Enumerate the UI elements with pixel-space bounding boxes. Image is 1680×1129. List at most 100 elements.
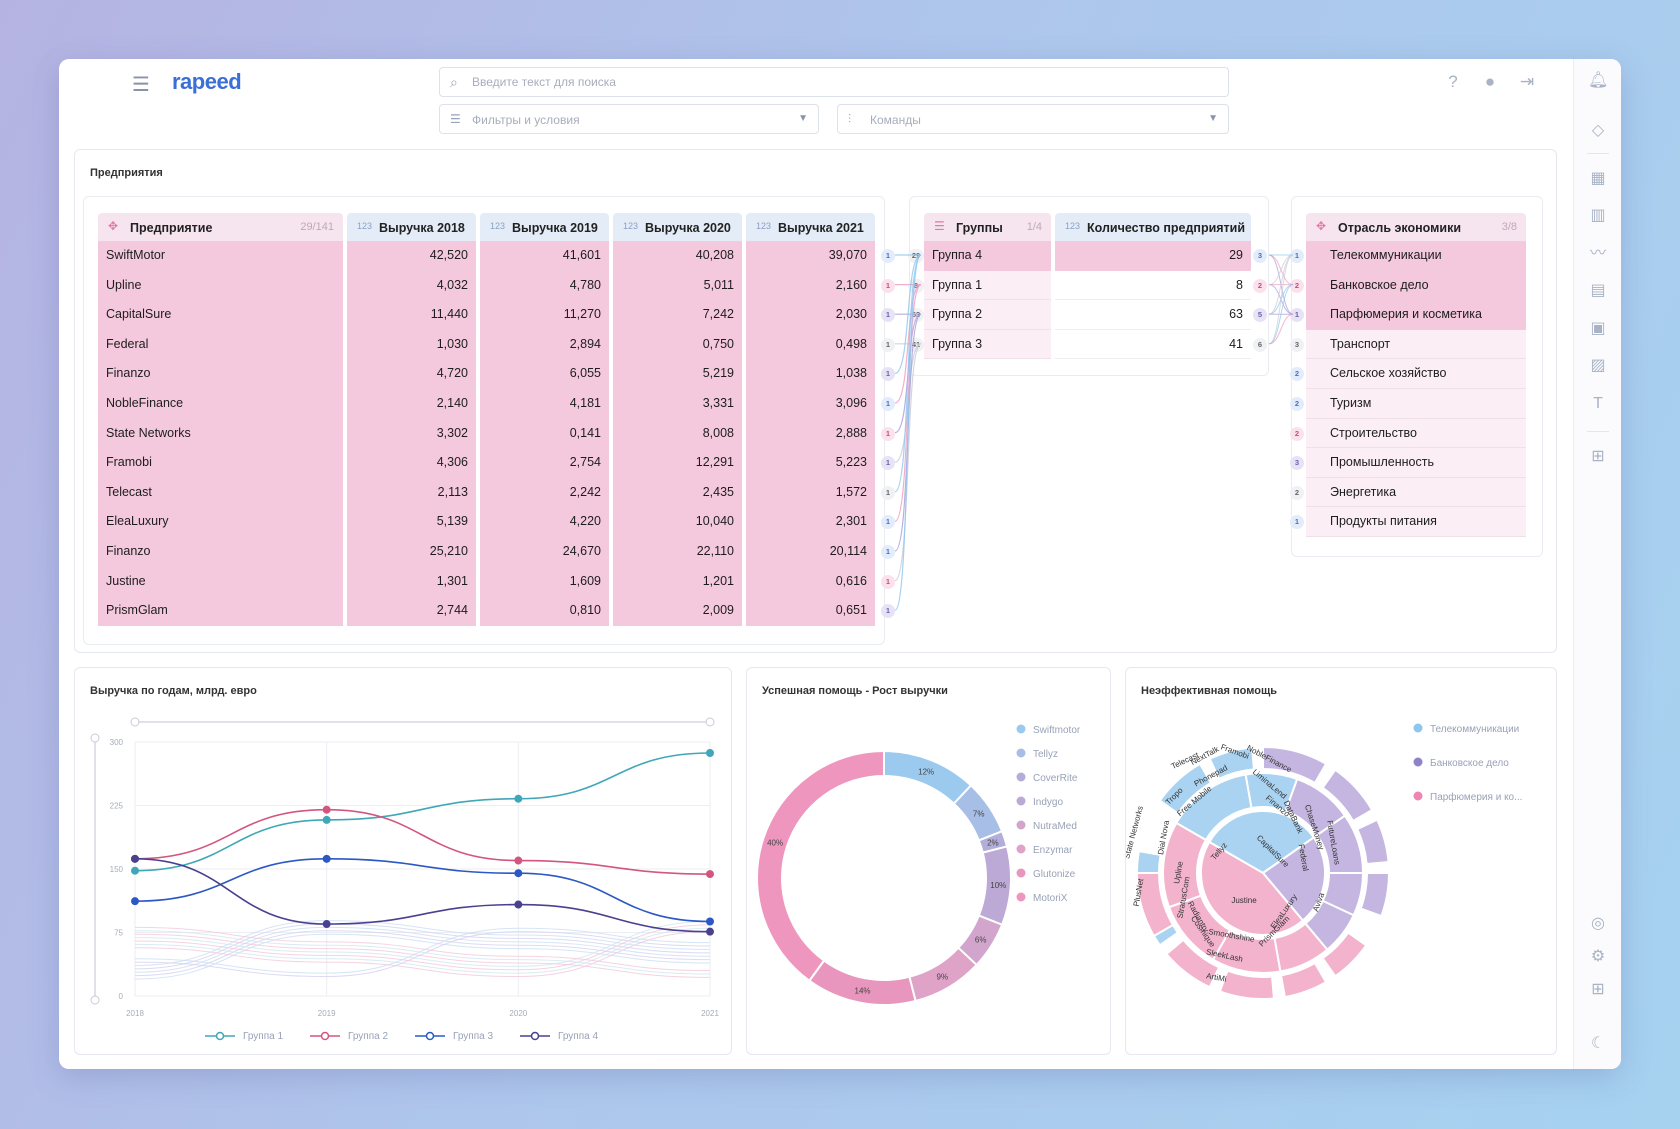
card-icon[interactable]: ▣ (1590, 320, 1606, 337)
table-cell[interactable]: 0,810 (480, 596, 609, 626)
sunburst-segment[interactable] (1158, 762, 1213, 815)
group-name-cell[interactable]: Группа 1 (924, 270, 1051, 301)
logout-icon[interactable]: ⇥ (1519, 72, 1535, 91)
data-point[interactable] (706, 870, 714, 879)
data-point[interactable] (706, 917, 714, 926)
pivot-icon[interactable]: ▥ (1590, 207, 1606, 224)
image-icon[interactable]: ▨ (1590, 357, 1606, 374)
table-cell[interactable]: 2,160 (746, 270, 875, 301)
table-cell[interactable]: 4,780 (480, 270, 609, 301)
donut-slice[interactable] (883, 749, 973, 806)
sunburst-segment[interactable] (1279, 961, 1328, 999)
sector-cell[interactable]: Энергетика (1306, 477, 1526, 508)
sector-cell[interactable]: Сельское хозяйство (1306, 359, 1526, 389)
table-cell[interactable]: 0,651 (746, 596, 875, 626)
legend-item[interactable]: CoverRite (1016, 772, 1078, 785)
app-logo[interactable]: rapeed (172, 69, 242, 94)
table-cell[interactable]: 4,720 (347, 359, 476, 389)
table-cell[interactable]: 3,096 (746, 388, 875, 419)
column-header-enterprise[interactable]: ✥ Предприятие 29/141 (98, 213, 343, 241)
sunburst-segment[interactable] (1321, 768, 1374, 823)
legend-item[interactable]: MotoriX (1016, 892, 1068, 905)
sector-cell[interactable]: Телекоммуникации (1306, 241, 1526, 271)
table-cell[interactable]: 11,440 (347, 300, 476, 330)
data-point[interactable] (514, 900, 523, 909)
table-cell[interactable]: 4,220 (480, 507, 609, 537)
moon-icon[interactable]: ☾ (1590, 1035, 1606, 1052)
table-cell[interactable]: 25,210 (347, 536, 476, 567)
table-cell[interactable]: 2,140 (347, 388, 476, 419)
table-cell[interactable]: 1,572 (746, 477, 875, 508)
sunburst-segment[interactable] (1208, 746, 1256, 781)
table-cell[interactable]: 8,008 (613, 418, 742, 449)
sector-cell[interactable]: Банковское дело (1306, 270, 1526, 301)
table-cell[interactable]: 11,270 (480, 300, 609, 330)
table-cell[interactable]: 2,242 (480, 477, 609, 508)
data-point[interactable] (322, 854, 331, 863)
search-box[interactable]: ⌕ (439, 67, 1229, 97)
sunburst-segment[interactable] (1261, 836, 1326, 922)
table-cell[interactable]: 3,302 (347, 418, 476, 449)
sector-cell[interactable]: Промышленность (1306, 448, 1526, 478)
column-header-2020[interactable]: 123 Выручка 2020 (613, 213, 742, 241)
group-name-cell[interactable]: Группа 4 (924, 241, 1051, 271)
legend-item[interactable]: Группа 2 (310, 1031, 388, 1042)
table-cell[interactable]: 5,139 (347, 507, 476, 537)
table-cell[interactable]: 42,520 (347, 241, 476, 271)
legend-item[interactable]: Swiftmotor (1016, 724, 1081, 737)
data-point[interactable] (322, 920, 331, 929)
apps-icon[interactable]: ⊞ (1591, 981, 1605, 998)
table-cell[interactable]: Finanzo (98, 359, 343, 389)
table-cell[interactable]: NobleFinance (98, 388, 343, 419)
table-cell[interactable]: 3,331 (613, 388, 742, 419)
table-cell[interactable]: 0,141 (480, 418, 609, 449)
data-point[interactable] (706, 749, 714, 758)
series-line-1[interactable] (134, 752, 711, 872)
sunburst-segment[interactable] (1200, 840, 1305, 936)
broadcast-icon[interactable]: ◎ (1591, 915, 1605, 932)
donut-slice[interactable] (756, 749, 885, 983)
table-cell[interactable]: 1,038 (746, 359, 875, 389)
legend-item[interactable]: Группа 4 (520, 1031, 598, 1042)
table-cell[interactable]: 5,223 (746, 448, 875, 478)
data-point[interactable] (514, 869, 523, 878)
table-cell[interactable]: 2,301 (746, 507, 875, 537)
data-point[interactable] (322, 805, 331, 814)
table-cell[interactable]: 20,114 (746, 536, 875, 567)
table-cell[interactable]: 10,040 (613, 507, 742, 537)
table-cell[interactable]: 40,208 (613, 241, 742, 271)
menu-icon[interactable]: ☰ (132, 74, 150, 96)
legend-item[interactable]: Glutonize (1016, 868, 1076, 881)
table-cell[interactable]: 39,070 (746, 241, 875, 271)
sector-cell[interactable]: Туризм (1306, 388, 1526, 419)
data-point[interactable] (322, 815, 331, 824)
group-name-cell[interactable]: Группа 3 (924, 329, 1051, 360)
table-cell[interactable]: 22,110 (613, 536, 742, 567)
data-point[interactable] (131, 854, 139, 863)
data-point[interactable] (131, 866, 139, 875)
legend-item[interactable]: Indygo (1016, 796, 1064, 809)
table-cell[interactable]: Upline (98, 270, 343, 301)
donut-slice[interactable] (807, 959, 917, 1006)
table-cell[interactable]: 2,435 (613, 477, 742, 508)
sector-cell[interactable]: Продукты питания (1306, 507, 1526, 537)
slider-handle[interactable] (130, 717, 140, 727)
column-header-2018[interactable]: 123 Выручка 2018 (347, 213, 476, 241)
table-cell[interactable]: EleaLuxury (98, 507, 343, 537)
ruler-icon[interactable]: ◇ (1591, 122, 1605, 139)
group-count-cell[interactable]: 29 (1055, 241, 1251, 271)
slider-handle[interactable] (705, 717, 715, 727)
legend-item[interactable]: Парфюмерия и ко... (1413, 791, 1523, 803)
legend-item[interactable]: Tellyz (1016, 748, 1059, 761)
table-cell[interactable]: 2,894 (480, 329, 609, 360)
table-cell[interactable]: 0,498 (746, 329, 875, 360)
legend-item[interactable]: Группа 3 (415, 1031, 493, 1042)
column-header-2019[interactable]: 123 Выручка 2019 (480, 213, 609, 241)
sector-cell[interactable]: Строительство (1306, 418, 1526, 449)
data-point[interactable] (706, 927, 714, 936)
column-header-2021[interactable]: 123 Выручка 2021 (746, 213, 875, 241)
column-header-sector[interactable]: ✥ Отрасль экономики 3/8 (1306, 213, 1526, 241)
table-cell[interactable]: 4,306 (347, 448, 476, 478)
table-cell[interactable]: 5,219 (613, 359, 742, 389)
